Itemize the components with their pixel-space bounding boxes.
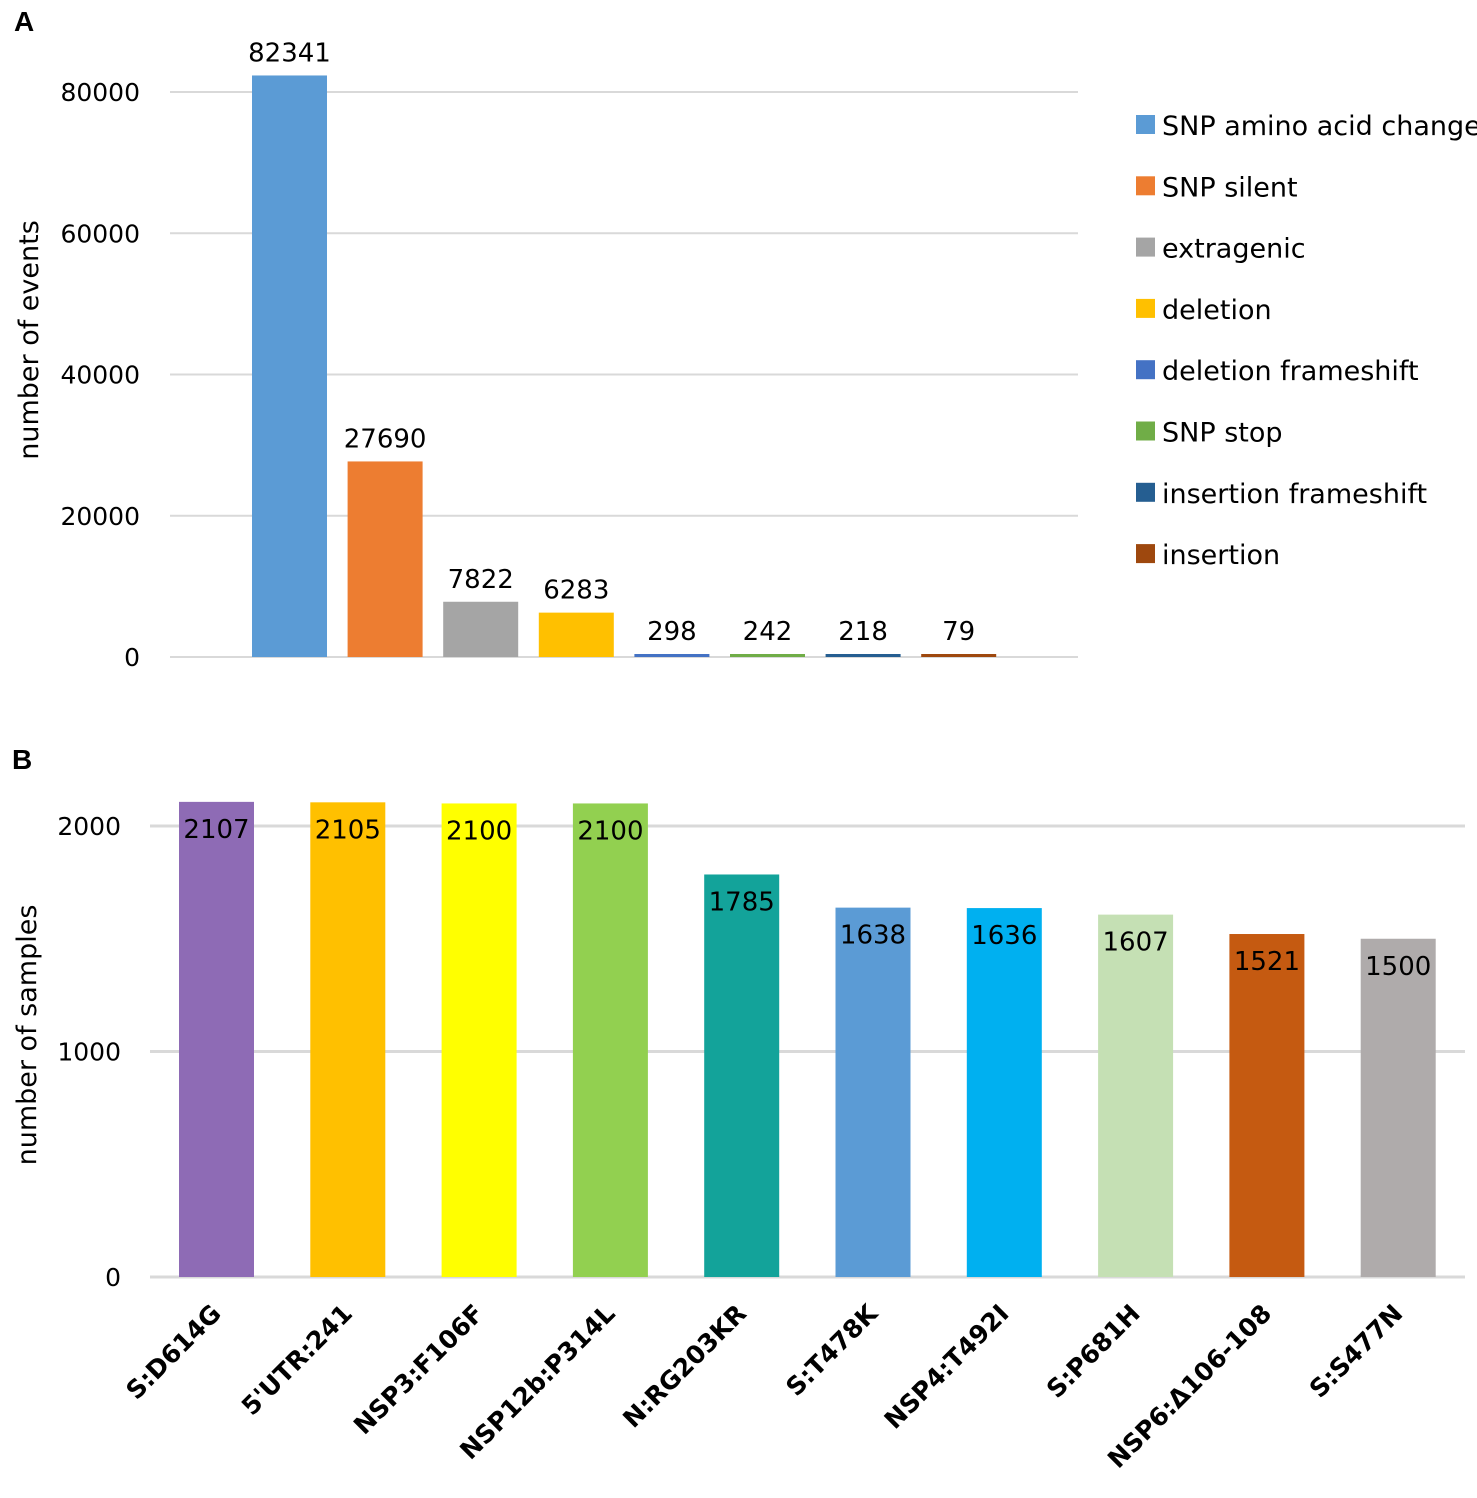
data-label-a: 7822: [448, 565, 514, 595]
data-label-a: 27690: [344, 424, 427, 454]
legend-label-a: insertion frameshift: [1162, 479, 1427, 510]
bar-a: [252, 75, 327, 658]
data-label-b: 1607: [1103, 928, 1169, 958]
legend-label-a: SNP stop: [1162, 418, 1283, 449]
y-axis-label-a: number of events: [14, 220, 45, 460]
bar-b: [966, 908, 1042, 1277]
legend-label-a: deletion: [1162, 295, 1272, 326]
chart-a: 0 20000 40000 60000 80000 number of events 823…: [14, 38, 1477, 672]
y-tick-label-b: 1000: [57, 1038, 121, 1067]
data-label-a: 298: [647, 617, 697, 647]
legend-label-a: extragenic: [1162, 234, 1306, 265]
x-tick-label-b: NSP4:T492I: [879, 1299, 1015, 1435]
data-label-b: 1500: [1365, 952, 1431, 982]
legend-swatch-a: [1136, 115, 1155, 134]
data-label-b: 2105: [315, 815, 381, 845]
x-tick-label-b: NSP3:F106F: [348, 1299, 489, 1440]
bar-a: [730, 654, 805, 657]
bar-a: [921, 654, 997, 657]
data-label-b: 2107: [183, 815, 249, 845]
data-label-a: 82341: [248, 38, 331, 68]
legend-label-a: deletion frameshift: [1162, 356, 1419, 387]
legend-swatch-a: [1136, 237, 1155, 257]
data-label-b: 1785: [709, 887, 775, 917]
legend-label-a: SNP amino acid change: [1162, 111, 1477, 142]
y-tick-label-a: 80000: [60, 78, 140, 107]
y-tick-label-a: 0: [124, 643, 140, 672]
bar-a: [347, 461, 423, 657]
y-axis-label-b: number of samples: [12, 905, 43, 1166]
bar-b: [1360, 938, 1436, 1277]
bar-b: [835, 907, 911, 1277]
panel-b-letter: B: [12, 744, 33, 775]
y-tick-label-b: 0: [105, 1263, 121, 1292]
data-label-b: 1638: [840, 921, 906, 951]
x-tick-label-b: S:D614G: [120, 1299, 226, 1405]
x-tick-label-b: S:T478K: [780, 1298, 884, 1402]
bar-b: [572, 803, 648, 1277]
bar-a: [538, 612, 614, 657]
y-tick-label-a: 60000: [60, 219, 140, 248]
x-tick-label-b: S:P681H: [1041, 1299, 1146, 1404]
y-tick-label-a: 40000: [60, 361, 140, 390]
bar-b: [1098, 914, 1174, 1277]
bar-b: [310, 802, 386, 1277]
data-label-a: 6283: [543, 576, 609, 606]
chart-b: 0 1000 2000 number of samples 2107 2105 2100 21…: [12, 801, 1465, 1474]
bar-a: [443, 601, 519, 657]
y-tick-label-a: 20000: [60, 502, 140, 531]
legend-swatch-a: [1136, 360, 1155, 380]
data-label-a: 218: [838, 617, 888, 647]
y-tick-label-b: 2000: [57, 812, 121, 841]
legend-swatch-a: [1136, 482, 1155, 502]
x-tick-label-b: 5'UTR:241: [236, 1299, 358, 1421]
bar-b: [1229, 934, 1305, 1277]
data-label-b: 2100: [577, 816, 643, 846]
bar-a: [825, 654, 901, 657]
panel-a-letter: A: [14, 6, 35, 37]
legend-swatch-a: [1136, 544, 1155, 564]
data-label-b: 1636: [971, 921, 1037, 951]
data-label-a: 242: [743, 617, 793, 647]
bar-b: [441, 803, 517, 1277]
x-tick-label-b: N:RG203KR: [617, 1299, 752, 1434]
legend-label-a: SNP silent: [1162, 172, 1298, 203]
legend-label-a: insertion: [1162, 540, 1280, 571]
data-label-b: 2100: [446, 816, 512, 846]
data-label-a: 79: [942, 617, 975, 647]
legend-swatch-a: [1136, 298, 1155, 318]
bar-b: [179, 801, 254, 1277]
data-label-b: 1521: [1234, 947, 1300, 977]
legend-swatch-a: [1136, 176, 1155, 196]
legend-swatch-a: [1136, 421, 1155, 441]
bar-b: [704, 874, 780, 1277]
x-tick-label-b: S:S477N: [1304, 1299, 1409, 1404]
bar-a: [634, 654, 710, 657]
